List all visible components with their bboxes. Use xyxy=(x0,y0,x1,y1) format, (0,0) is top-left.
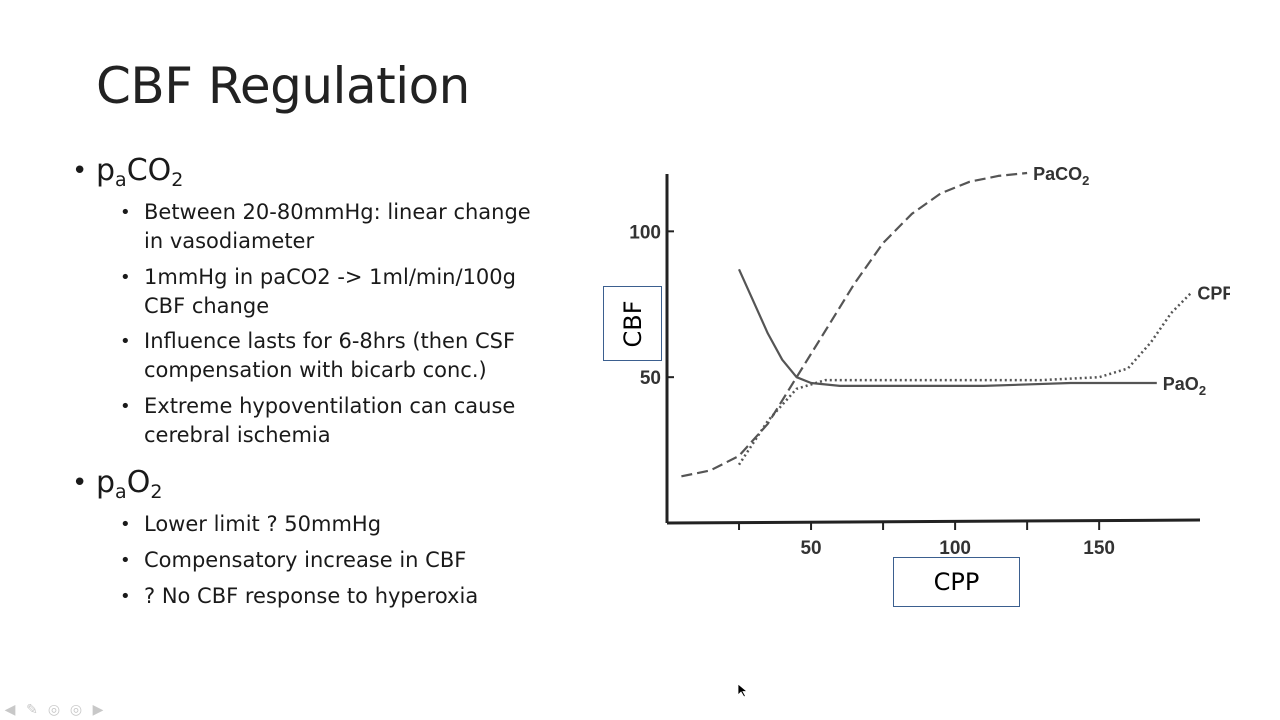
slides-icon[interactable]: ◎ xyxy=(47,701,61,717)
series-line-cpp xyxy=(737,291,1193,466)
x-tick-label: 100 xyxy=(939,538,971,559)
bullet-item: •? No CBF response to hyperoxia xyxy=(120,584,479,608)
y-tick-label: 50 xyxy=(640,368,661,389)
slide-title: CBF Regulation xyxy=(96,57,470,115)
next-arrow-icon[interactable]: ▶ xyxy=(92,701,104,717)
bullet-paco2-heading: • paCO2 xyxy=(72,153,184,191)
pen-icon[interactable]: ✎ xyxy=(26,701,38,717)
bullet-item: • Compensatory increase in CBF xyxy=(120,548,467,572)
y-tick-label: 100 xyxy=(629,222,661,243)
series-label: CPP xyxy=(1197,284,1230,304)
cbf-chart: 50 100 150 50 100 PaCO2 CPP PaO2 xyxy=(629,164,1230,559)
x-tick-label: 50 xyxy=(800,538,821,559)
mouse-cursor-icon xyxy=(737,683,749,698)
series-line-paco2 xyxy=(681,171,1028,478)
previous-arrow-icon[interactable]: ◀ xyxy=(4,701,16,717)
bullet-item: • 1mmHg in paCO2 -> 1ml/min/100g CBF chan… xyxy=(120,265,516,318)
x-axis-line xyxy=(666,518,1201,525)
cbf-axis-label-box: CBF xyxy=(603,286,662,361)
series-label: PaCO2 xyxy=(1033,164,1089,188)
slideshow-nav: ◀ ✎ ◎ ◎ ▶ xyxy=(0,700,108,718)
bullet-pao2-heading: • paO2 xyxy=(72,465,163,503)
more-options-icon[interactable]: ◎ xyxy=(69,701,83,717)
cpp-axis-label-box: CPP xyxy=(893,557,1020,607)
bullet-item: • Between 20-80mmHg: linear change in vas… xyxy=(120,200,531,253)
bullet-item: • Extreme hypoventilation can cause cereb… xyxy=(120,394,516,447)
series-label: PaO2 xyxy=(1163,374,1206,398)
series-line-pao2 xyxy=(737,268,1157,387)
bullet-item: • Influence lasts for 6-8hrs (then CSF co… xyxy=(120,329,516,382)
x-tick-label: 150 xyxy=(1083,538,1115,559)
bullet-item: • Lower limit ? 50mmHg xyxy=(120,512,382,536)
bullet-dot: • xyxy=(72,156,88,186)
bullet-dot: • xyxy=(72,468,88,498)
